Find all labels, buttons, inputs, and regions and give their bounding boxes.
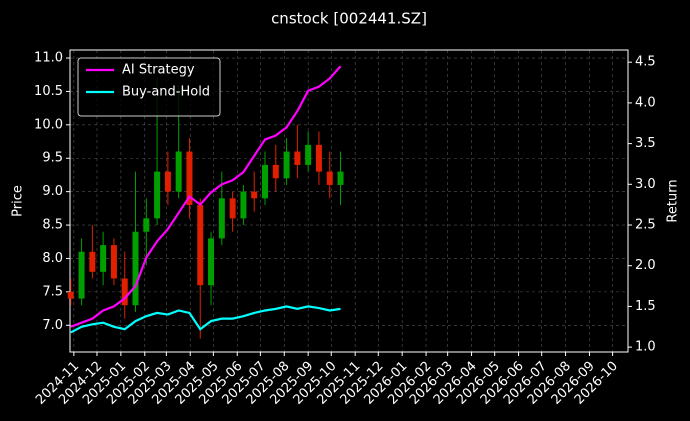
y2-tick-label: 4.5: [635, 55, 656, 70]
y2-tick-label: 1.0: [635, 340, 656, 355]
candle-body: [143, 218, 150, 232]
y-tick-label: 9.0: [42, 184, 63, 199]
y2-tick-label: 2.0: [635, 258, 656, 273]
y-tick-label: 10.0: [34, 117, 63, 132]
y-tick-label: 11.0: [34, 51, 63, 66]
y2-tick-label: 3.5: [635, 136, 656, 151]
y-axis-label: Price: [11, 185, 26, 217]
candle-body: [272, 164, 279, 179]
candle-body: [251, 191, 258, 199]
candle-body: [154, 171, 161, 219]
candle-body: [175, 151, 182, 192]
y2-tick-label: 1.5: [635, 299, 656, 314]
candle-body: [218, 198, 225, 239]
y-tick-label: 8.0: [42, 251, 63, 266]
candle-body: [100, 245, 107, 272]
y-tick-label: 9.5: [42, 151, 63, 166]
candle-body: [110, 245, 117, 279]
candle-body: [164, 171, 171, 192]
candle-body: [326, 171, 333, 185]
y-tick-label: 7.5: [42, 284, 63, 299]
y2-tick-label: 3.0: [635, 177, 656, 192]
candle-body: [89, 251, 96, 272]
candle-body: [132, 231, 139, 306]
chart-title: cnstock [002441.SZ]: [271, 10, 427, 28]
plot-frame: [69, 49, 629, 353]
y-tick-label: 10.5: [34, 84, 63, 99]
y2-tick-label: 2.5: [635, 218, 656, 233]
legend-box: [77, 57, 221, 117]
candle-body: [121, 278, 128, 306]
candle-body: [315, 144, 322, 172]
candle-body: [240, 191, 247, 219]
candle-body: [294, 151, 301, 165]
candle-body: [186, 151, 193, 206]
y2-tick-label: 4.0: [635, 95, 656, 110]
candle-body: [208, 238, 215, 286]
candle-body: [305, 144, 312, 165]
candle-body: [261, 164, 268, 199]
candle-body: [78, 251, 85, 299]
series-line: [70, 65, 342, 328]
candle-body: [197, 205, 204, 286]
legend-label: AI Strategy: [122, 63, 195, 78]
candle-body: [229, 198, 236, 219]
y2-axis-label: Return: [666, 179, 681, 222]
y-tick-label: 7.0: [42, 318, 63, 333]
legend-label: Buy-and-Hold: [122, 85, 210, 100]
series-line: [70, 305, 341, 334]
candle-body: [283, 151, 290, 179]
y-tick-label: 8.5: [42, 218, 63, 233]
candle-body: [67, 291, 74, 299]
candle-body: [337, 171, 344, 185]
